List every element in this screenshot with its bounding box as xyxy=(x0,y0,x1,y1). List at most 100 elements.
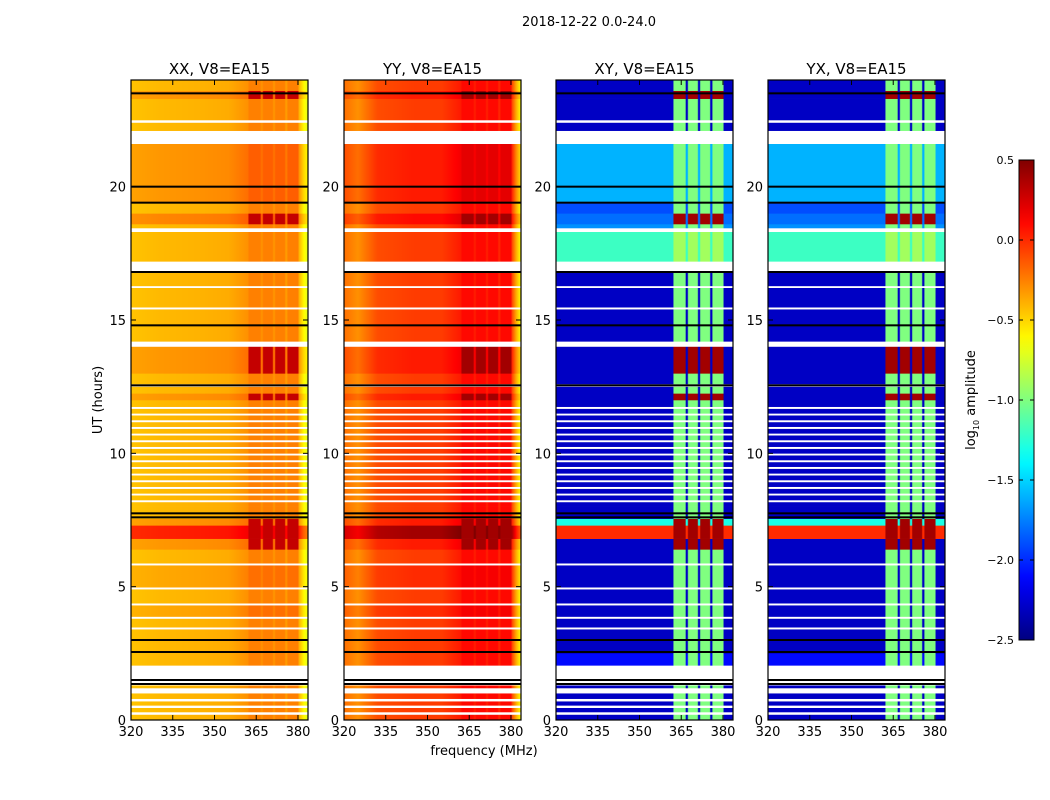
heatmap-segment xyxy=(768,144,945,203)
flagged-segment xyxy=(344,460,521,463)
flagged-segment xyxy=(556,440,733,443)
heatmap-segment xyxy=(131,488,308,494)
flag-boundary-line xyxy=(131,512,308,515)
flagged-segment xyxy=(344,603,521,606)
heatmap-segment xyxy=(768,714,945,721)
flagged-segment xyxy=(131,307,308,310)
flagged-segment xyxy=(556,486,733,489)
heatmap-segment xyxy=(131,232,308,262)
panel-title: YX, V8=EA15 xyxy=(805,60,906,78)
heatmap-segment xyxy=(344,538,521,550)
flagged-segment xyxy=(131,480,308,483)
heatmap-segment xyxy=(344,98,521,121)
flagged-segment xyxy=(556,587,733,590)
y-tick-label: 10 xyxy=(746,447,763,462)
flagged-segment xyxy=(556,426,733,429)
flagged-segment xyxy=(344,130,521,144)
flagged-segment xyxy=(768,627,945,630)
flagged-segment xyxy=(556,500,733,503)
panel-yy: YY, V8=EA15 320 335 350 365 380 0 5 10 15 20 xyxy=(322,60,523,740)
flagged-segment xyxy=(768,466,945,469)
heatmap-segment xyxy=(131,213,308,225)
flagged-segment xyxy=(768,228,945,232)
heatmap-segment xyxy=(768,202,945,214)
heatmap-segment xyxy=(131,202,308,214)
heatmap-segment xyxy=(768,90,945,99)
heatmap-segment xyxy=(768,549,945,564)
y-tick-label: 15 xyxy=(322,314,339,329)
flag-boundary-line xyxy=(131,185,308,188)
flag-boundary-line xyxy=(344,271,521,273)
heatmap-segment xyxy=(556,393,733,401)
plot-frame xyxy=(130,79,309,721)
flagged-segment xyxy=(768,307,945,310)
heatmap-segment xyxy=(344,693,521,699)
heatmap-segment xyxy=(131,415,308,421)
flag-boundary-line xyxy=(768,651,945,653)
heatmap-segment xyxy=(556,565,733,588)
flag-boundary-line xyxy=(344,92,521,95)
flag-boundary-line xyxy=(344,651,521,653)
heatmap-segment xyxy=(768,538,945,550)
flagged-segment xyxy=(344,261,521,272)
heatmap-segment xyxy=(131,714,308,721)
heatmap-segment xyxy=(768,629,945,641)
x-tick-label: 320 xyxy=(544,725,569,740)
heatmap-segment xyxy=(131,629,308,641)
flagged-segment xyxy=(556,120,733,123)
flag-boundary-line xyxy=(556,384,733,387)
x-tick-label: 320 xyxy=(332,725,357,740)
heatmap-segment xyxy=(131,144,308,203)
heatmap-segment xyxy=(768,518,945,526)
heatmap-segment xyxy=(131,605,308,617)
flag-boundary-line xyxy=(344,201,521,204)
flag-boundary-line xyxy=(768,679,945,681)
flagged-segment xyxy=(344,698,521,702)
heatmap-segment xyxy=(131,386,308,394)
heatmap-segment xyxy=(768,693,945,699)
flagged-segment xyxy=(344,665,521,686)
heatmap-segment xyxy=(131,272,308,287)
flagged-segment xyxy=(131,665,308,686)
heatmap-segment xyxy=(344,393,521,401)
heatmap-segment xyxy=(344,288,521,308)
flagged-segment xyxy=(131,440,308,443)
flagged-segment xyxy=(131,466,308,469)
heatmap-segment xyxy=(768,122,945,131)
heatmap-segment xyxy=(131,400,308,407)
heatmap-segment xyxy=(131,693,308,699)
heatmap-segment xyxy=(131,90,308,99)
heatmap-segment xyxy=(131,435,308,441)
flagged-segment xyxy=(131,413,308,416)
heatmap-segment xyxy=(344,629,521,641)
colorbar-label: log10 amplitude xyxy=(964,350,981,450)
heatmap-segment xyxy=(344,408,521,414)
x-tick-label: 365 xyxy=(244,725,269,740)
heatmap-segment xyxy=(344,400,521,407)
heatmap-segment xyxy=(556,488,733,494)
heatmap-segment xyxy=(556,224,733,229)
heatmap-segment xyxy=(768,708,945,713)
flagged-segment xyxy=(344,563,521,566)
heatmap-segment xyxy=(768,482,945,487)
x-tick-label: 380 xyxy=(499,725,524,740)
y-tick-label: 20 xyxy=(109,181,126,196)
flagged-segment xyxy=(768,130,945,144)
colorbar-tick-label: 0.5 xyxy=(997,154,1015,167)
flagged-segment xyxy=(131,426,308,429)
heatmap-segment xyxy=(768,80,945,91)
heatmap-segment xyxy=(768,213,945,225)
heatmap-segment xyxy=(768,488,945,494)
flagged-segment xyxy=(344,473,521,476)
heatmap-segment xyxy=(131,653,308,666)
x-tick-label: 350 xyxy=(202,725,227,740)
flagged-segment xyxy=(768,688,945,694)
heatmap-segment xyxy=(344,618,521,628)
y-tick-label: 5 xyxy=(755,581,763,596)
heatmap-segment xyxy=(768,442,945,447)
heatmap-segment xyxy=(131,565,308,588)
flagged-segment xyxy=(131,261,308,272)
flagged-segment xyxy=(768,446,945,449)
y-tick-label: 20 xyxy=(534,181,551,196)
